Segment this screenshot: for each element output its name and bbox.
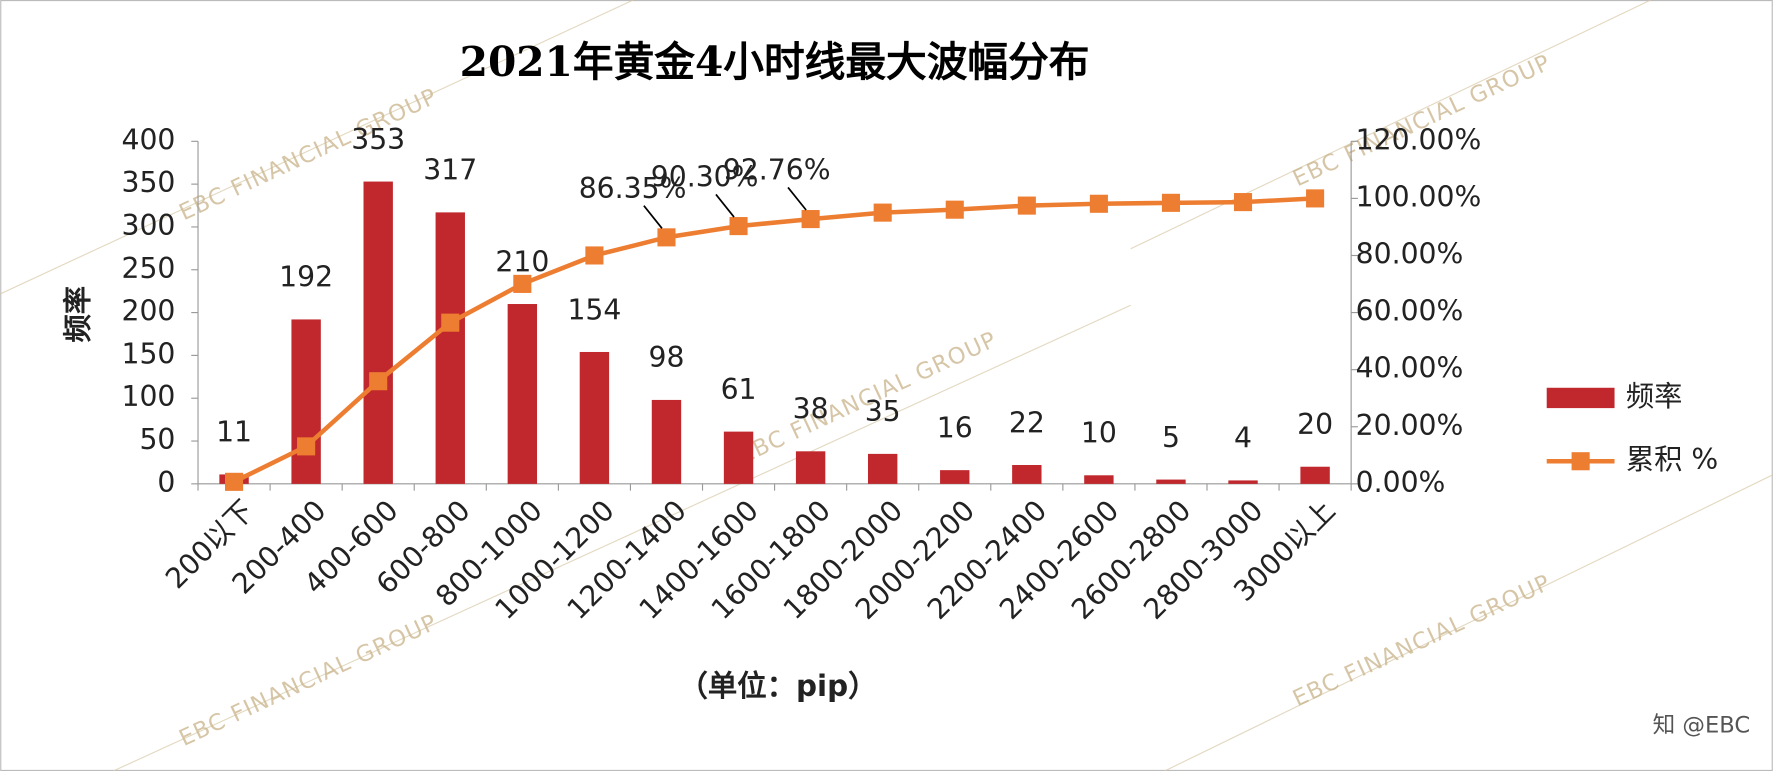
bar [795,451,826,484]
marker [873,203,892,222]
data-label: 22 [1009,406,1045,439]
y-tick-label: 50 [139,423,175,456]
marker [729,217,748,236]
data-label: 61 [721,373,757,406]
data-label: 20 [1297,408,1333,441]
marker [513,274,532,293]
bar [435,212,465,484]
marker [801,210,820,229]
marker [657,228,676,247]
y2-tick-label: 60.00% [1356,295,1464,328]
bar [363,181,393,484]
legend-swatch [1571,452,1590,471]
y-tick-label: 200 [121,295,175,328]
bar [651,399,682,484]
y2-tick-label: 20.00% [1356,409,1464,442]
marker [1233,193,1253,212]
data-label: 11 [216,416,252,449]
y-tick-label: 400 [121,123,175,156]
marker [1017,196,1036,215]
legend-label: 频率 [1626,380,1682,413]
legend-swatch [1546,387,1615,409]
y-tick-label: 300 [121,209,175,242]
marker [585,246,604,265]
marker [1161,193,1181,212]
data-label: 192 [279,261,333,294]
marker [225,472,244,491]
data-label: 38 [793,393,829,426]
data-label: 154 [567,293,621,326]
label-leader [787,186,807,211]
bar [1300,466,1330,484]
data-label: 210 [495,245,549,278]
marker [441,313,460,332]
marker [1089,194,1108,213]
bar [940,470,970,484]
y-axis-title: 频率 [61,286,94,342]
y2-tick-label: 120.00% [1356,123,1482,156]
data-label: 35 [865,395,901,428]
y-tick-label: 150 [121,337,175,370]
x-axis-title: （单位：pip） [678,669,877,703]
marker [369,372,388,391]
y2-tick-label: 0.00% [1356,466,1446,499]
data-label: 353 [351,123,405,156]
y-tick-label: 100 [121,380,175,413]
chart-title: 2021年黄金4小时线最大波幅分布 [460,38,1090,86]
data-label: 86.35% [579,172,687,205]
label-leader [643,205,663,229]
bar [1012,465,1042,484]
data-label: 92.76% [723,154,831,187]
bar [507,304,538,484]
data-label: 4 [1234,422,1252,455]
data-label: 16 [937,411,973,444]
data-label: 10 [1081,417,1117,450]
source-tag: 知 @EBC [1653,712,1751,738]
marker [945,200,964,219]
label-leader [715,193,735,218]
marker [1306,189,1325,208]
bar [1228,480,1258,484]
legend-label: 累积 % [1626,443,1718,476]
data-label: 5 [1162,421,1180,454]
data-label: 90.30% [651,161,759,194]
bar [723,431,754,484]
line [233,196,1316,484]
y-tick-label: 250 [121,252,175,285]
bar [1084,475,1114,484]
data-label: 98 [649,341,685,374]
y2-tick-label: 100.00% [1356,180,1482,213]
y-tick-label: 0 [157,466,175,499]
y2-tick-label: 80.00% [1356,237,1464,270]
data-label: 317 [423,154,477,187]
marker [297,437,316,456]
bar [291,319,321,484]
bar [867,453,898,484]
y2-tick-label: 40.00% [1356,352,1464,385]
bar [1156,479,1186,484]
y-tick-label: 350 [121,166,175,199]
bar [579,351,610,484]
